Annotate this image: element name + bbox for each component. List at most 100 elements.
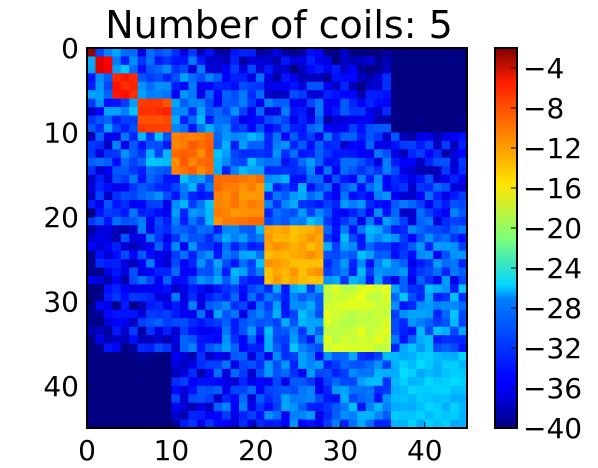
heatmap-cell — [179, 301, 189, 311]
heatmap-cell — [281, 124, 290, 133]
heatmap-cell — [171, 301, 181, 311]
heatmap-cell — [272, 124, 282, 133]
heatmap-cell — [424, 115, 434, 125]
heatmap-cell — [230, 183, 240, 192]
heatmap-cell — [450, 267, 459, 277]
heatmap-cell — [323, 191, 333, 201]
heatmap-cell — [298, 56, 307, 66]
heatmap-cell — [188, 191, 198, 201]
heatmap-cell — [103, 174, 113, 184]
heatmap-cell — [357, 276, 366, 285]
heatmap-cell — [306, 174, 316, 184]
heatmap-cell — [416, 402, 426, 412]
heatmap-cell — [391, 124, 400, 133]
heatmap-cell — [239, 132, 248, 142]
heatmap-cell — [179, 140, 189, 150]
heatmap-cell — [103, 368, 113, 378]
heatmap-cell — [450, 174, 459, 184]
heatmap-cell — [331, 56, 341, 66]
heatmap-cell — [213, 301, 223, 311]
heatmap-cell — [87, 259, 96, 268]
heatmap-cell — [264, 402, 274, 412]
heatmap-cell — [365, 64, 375, 74]
heatmap-cell — [306, 368, 316, 378]
heatmap-cell — [374, 132, 383, 142]
heatmap-cell — [171, 242, 181, 251]
heatmap-cell — [331, 292, 341, 302]
heatmap-cell — [407, 309, 417, 319]
heatmap-cell — [365, 301, 375, 311]
heatmap-cell — [424, 411, 434, 420]
heatmap-cell — [340, 301, 350, 311]
heatmap-cell — [348, 326, 358, 336]
heatmap-cell — [348, 107, 358, 116]
heatmap-cell — [416, 343, 426, 353]
heatmap-cell — [365, 132, 375, 142]
heatmap-cell — [407, 233, 417, 243]
heatmap-cell — [87, 411, 96, 420]
heatmap-cell — [331, 73, 341, 83]
heatmap-cell — [137, 343, 147, 353]
heatmap-cell — [120, 276, 130, 285]
heatmap-cell — [103, 157, 113, 167]
heatmap-cell — [247, 394, 257, 403]
heatmap-cell — [120, 166, 130, 175]
heatmap-cell — [179, 64, 189, 74]
heatmap-cell — [357, 394, 366, 403]
heatmap-cell — [95, 419, 105, 429]
heatmap-cell — [255, 267, 265, 277]
heatmap-cell — [416, 90, 426, 99]
heatmap-cell — [188, 166, 198, 175]
heatmap-cell — [433, 360, 442, 370]
heatmap-cell — [399, 292, 409, 302]
heatmap-cell — [213, 107, 223, 116]
heatmap-cell — [213, 191, 223, 201]
heatmap-cell — [458, 419, 468, 429]
heatmap-cell — [137, 250, 147, 260]
heatmap-cell — [230, 191, 240, 201]
heatmap-cell — [323, 267, 333, 277]
heatmap-cell — [407, 174, 417, 184]
heatmap-cell — [458, 394, 468, 403]
heatmap-cell — [399, 267, 409, 277]
heatmap-cell — [450, 368, 459, 378]
heatmap-cell — [458, 250, 468, 260]
heatmap-cell — [272, 385, 282, 395]
heatmap-cell — [399, 157, 409, 167]
heatmap-cell — [179, 115, 189, 125]
heatmap-cell — [348, 200, 358, 209]
heatmap-cell — [374, 64, 383, 74]
heatmap-cell — [120, 394, 130, 403]
heatmap-cell — [441, 64, 451, 74]
heatmap-cell — [179, 166, 189, 175]
heatmap-cell — [315, 132, 324, 142]
heatmap-cell — [264, 98, 274, 108]
heatmap-cell — [120, 309, 130, 319]
heatmap-cell — [264, 81, 274, 91]
heatmap-cell — [95, 56, 105, 66]
heatmap-cell — [441, 343, 451, 353]
heatmap-cell — [348, 309, 358, 319]
heatmap-cell — [103, 132, 113, 142]
heatmap-cell — [222, 140, 231, 150]
heatmap-cell — [374, 81, 383, 91]
heatmap-cell — [179, 309, 189, 319]
heatmap-cell — [298, 402, 307, 412]
heatmap-cell — [340, 225, 350, 235]
heatmap-cell — [441, 292, 451, 302]
heatmap-cell — [407, 115, 417, 125]
heatmap-cell — [129, 276, 138, 285]
heatmap-cell — [112, 402, 122, 412]
heatmap-cell — [171, 73, 181, 83]
heatmap-cell — [272, 343, 282, 353]
heatmap-cell — [306, 216, 316, 226]
heatmap-cell — [87, 368, 96, 378]
heatmap-cell — [382, 174, 392, 184]
heatmap-cell — [112, 174, 122, 184]
colorbar-tick-label: −32 — [523, 332, 582, 365]
heatmap-cell — [95, 107, 105, 116]
heatmap-cell — [87, 292, 96, 302]
heatmap-cell — [315, 56, 324, 66]
heatmap-cell — [213, 267, 223, 277]
